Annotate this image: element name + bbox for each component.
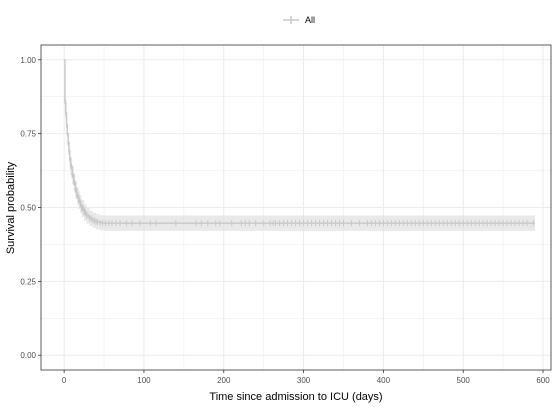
y-tick-label: 1.00 (20, 56, 36, 65)
x-axis: 0 100 200 300 400 500 600 (62, 370, 550, 385)
confidence-band (64, 59, 536, 231)
y-tick-label: 0.50 (20, 204, 36, 213)
x-tick-label: 0 (62, 376, 67, 385)
x-tick-label: 500 (457, 376, 471, 385)
y-tick-label: 0.75 (20, 130, 36, 139)
y-tick-label: 0.25 (20, 277, 36, 286)
x-tick-label: 100 (137, 376, 151, 385)
x-tick-label: 400 (377, 376, 391, 385)
grid (41, 45, 551, 370)
y-tick-label: 0.00 (20, 351, 36, 360)
x-tick-label: 600 (536, 376, 550, 385)
survival-curve-all (64, 59, 536, 224)
censor-marks (64, 98, 534, 227)
x-tick-label: 300 (297, 376, 311, 385)
x-tick-label: 200 (217, 376, 231, 385)
plot-panel (40, 44, 552, 371)
legend: All (283, 15, 315, 25)
legend-label-all: All (305, 15, 315, 25)
y-axis-title: Survival probability (5, 161, 17, 254)
y-axis: 0.00 0.25 0.50 0.75 1.00 (20, 56, 41, 360)
x-axis-title: Time since admission to ICU (days) (209, 391, 382, 403)
